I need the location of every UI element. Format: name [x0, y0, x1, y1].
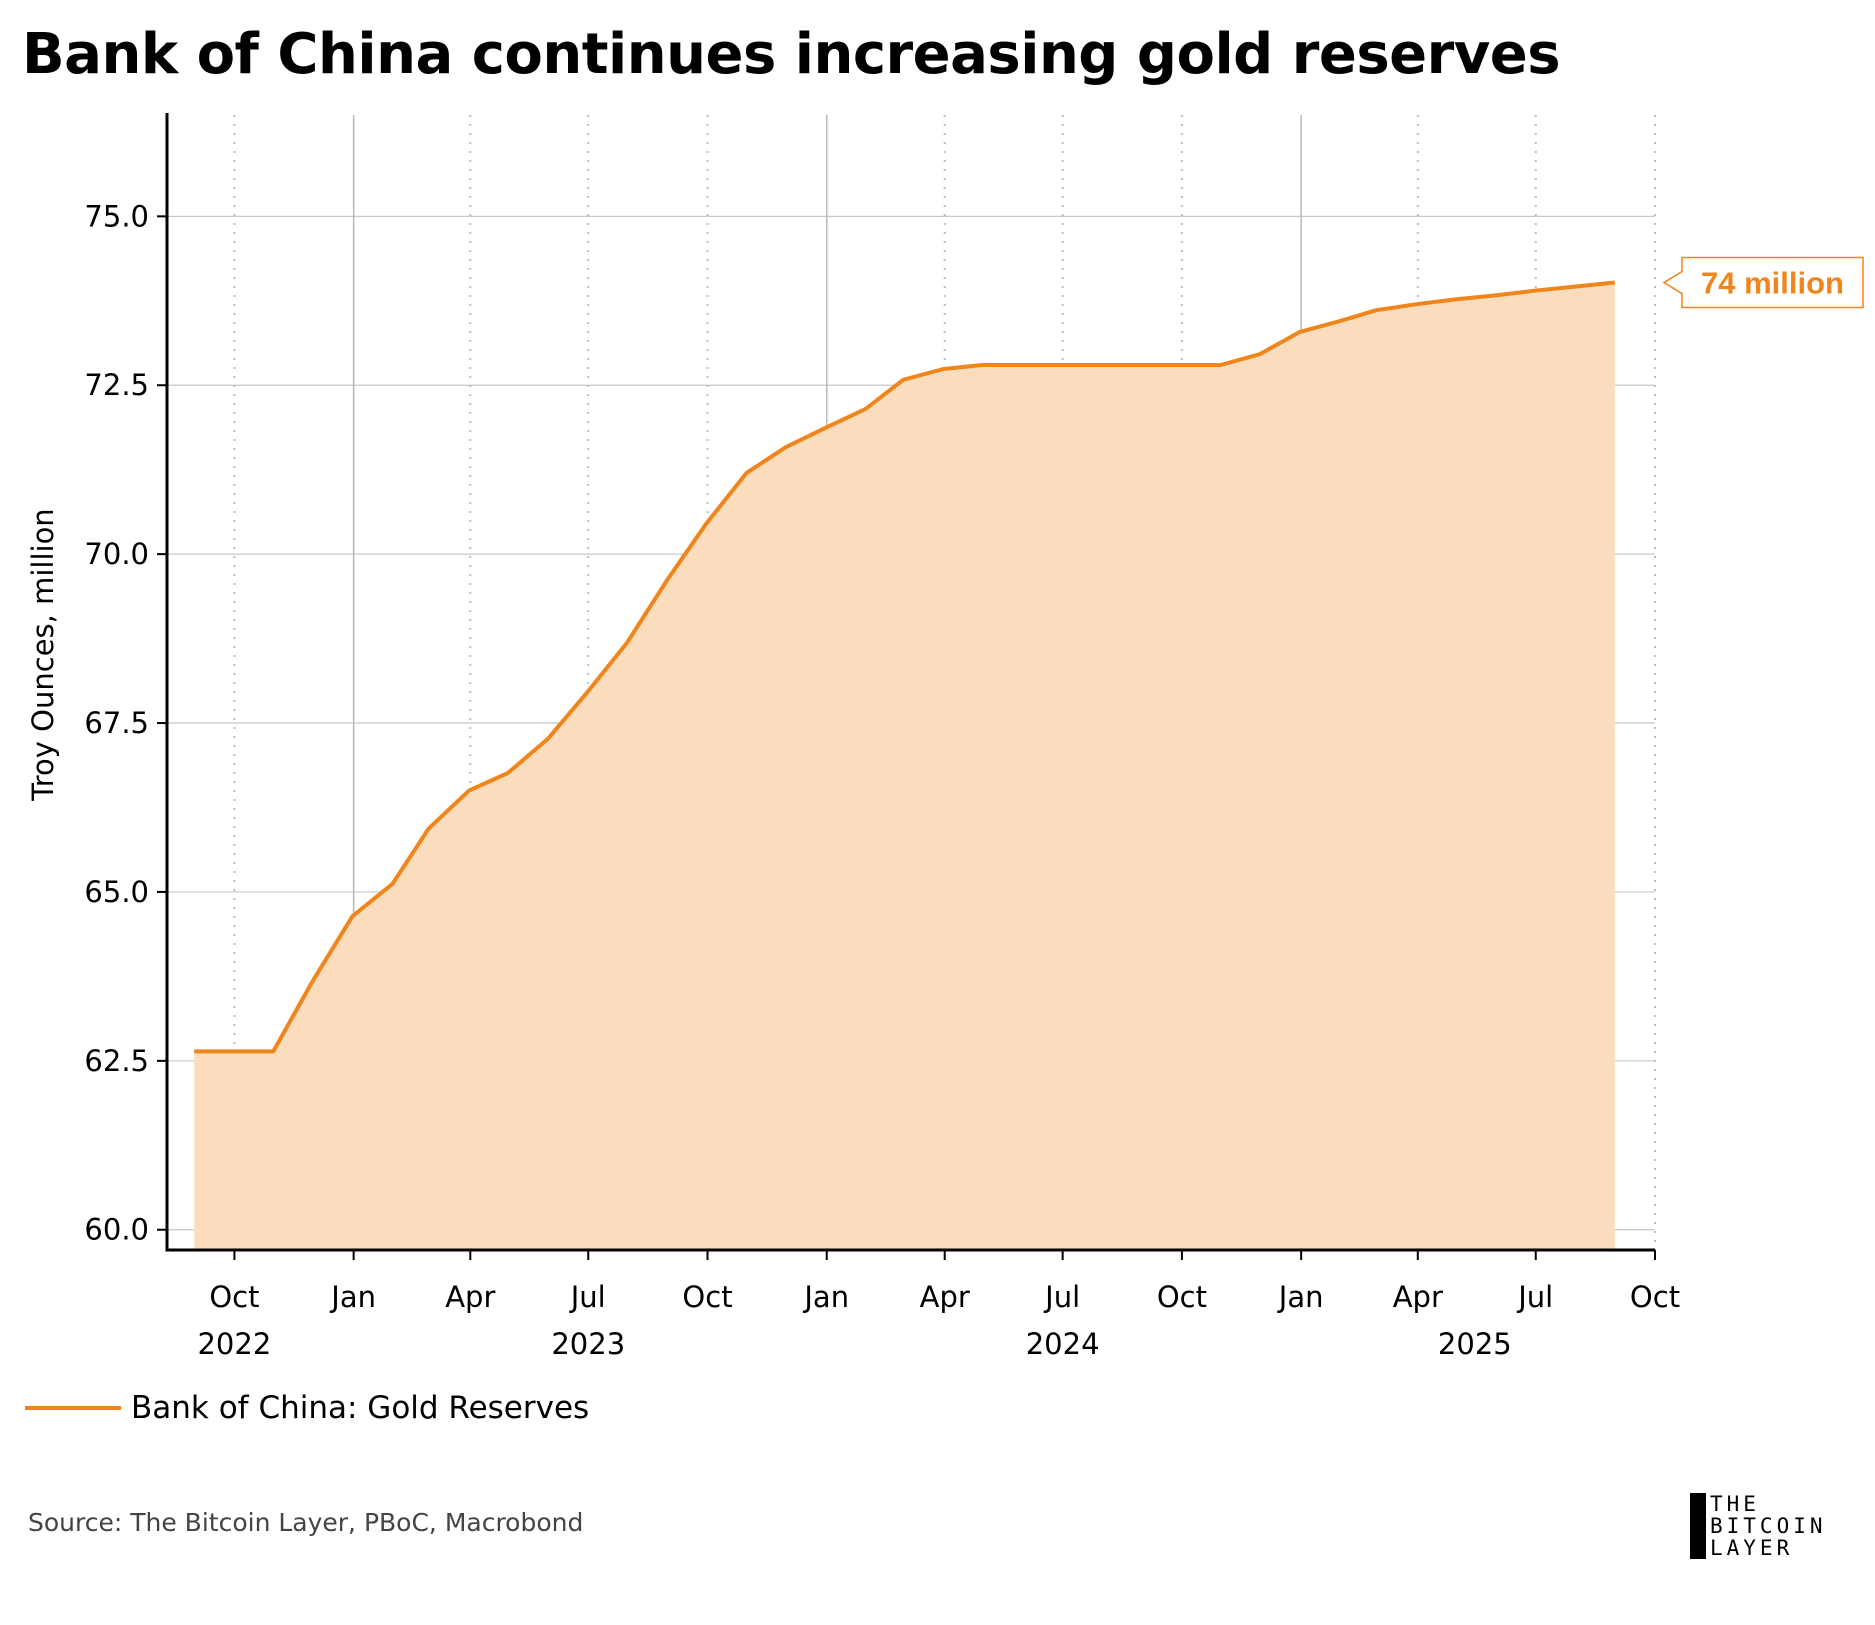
x-year-label: 2022 — [197, 1327, 271, 1361]
x-tick-label: Apr — [920, 1280, 970, 1314]
x-year-label: 2024 — [1026, 1327, 1100, 1361]
x-year-label: 2025 — [1438, 1327, 1512, 1361]
y-tick-label: 75.0 — [84, 199, 149, 233]
logo-line-3: LAYER — [1710, 1536, 1794, 1560]
source-note: Source: The Bitcoin Layer, PBoC, Macrobo… — [28, 1508, 584, 1537]
y-tick-label: 65.0 — [84, 875, 149, 909]
logo-text: THE BITCOIN LAYER — [1710, 1493, 1827, 1559]
series-line — [194, 280, 1616, 1054]
x-year-label: 2023 — [551, 1327, 625, 1361]
x-tick-label: Jan — [329, 1280, 376, 1314]
x-tick-label: Oct — [1630, 1280, 1680, 1314]
x-tick-label: Jan — [1277, 1280, 1324, 1314]
y-tick-label: 72.5 — [84, 368, 149, 402]
legend-label: Bank of China: Gold Reserves — [131, 1390, 590, 1426]
x-tick-label: Jul — [1516, 1280, 1553, 1314]
end-value-callout — [1662, 256, 1864, 309]
bitcoin-layer-logo: THE BITCOIN LAYER — [1690, 1493, 1827, 1559]
x-tick-label: Oct — [682, 1280, 732, 1314]
x-tick-label: Oct — [1157, 1280, 1207, 1314]
series-area-fill — [194, 282, 1615, 1250]
y-tick-label: 62.5 — [84, 1044, 149, 1078]
legend: Bank of China: Gold Reserves — [25, 1390, 589, 1426]
x-tick-label: Apr — [445, 1280, 495, 1314]
x-tick-label: Apr — [1393, 1280, 1443, 1314]
x-tick-label: Jan — [802, 1280, 849, 1314]
chart: 60.0 62.5 65.0 67.5 70.0 72.5 75.0 Oct Jan Apr Jul… — [26, 113, 1864, 1361]
x-tick-label: Jul — [569, 1280, 606, 1314]
logo-line-1: THE — [1710, 1492, 1760, 1516]
x-tick-label: Oct — [209, 1280, 259, 1314]
chart-title: Bank of China continues increasing gold … — [22, 22, 1561, 87]
legend-line-swatch — [25, 1406, 121, 1410]
y-tick-label: 60.0 — [84, 1213, 149, 1247]
logo-bar — [1690, 1493, 1706, 1559]
logo-line-2: BITCOIN — [1710, 1514, 1827, 1538]
y-tick-label: 70.0 — [84, 537, 149, 571]
y-tick-label: 67.5 — [84, 706, 149, 740]
x-tick-label: Jul — [1043, 1280, 1080, 1314]
y-axis-title: Troy Ounces, million — [26, 508, 60, 801]
end-value-label: 74 million — [1701, 266, 1844, 301]
